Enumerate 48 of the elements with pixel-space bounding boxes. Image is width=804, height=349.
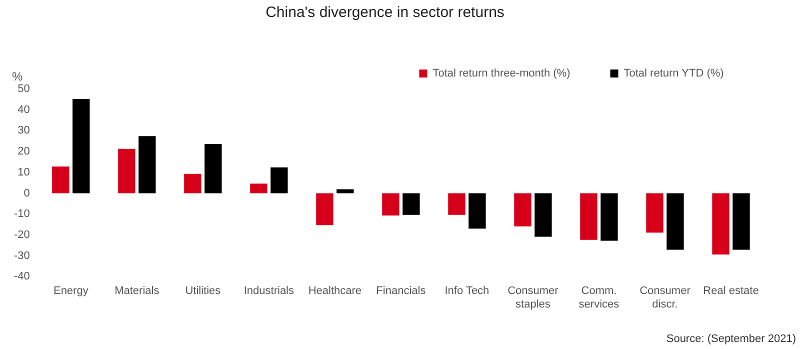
bar	[534, 193, 552, 237]
x-tick-label: Utilities	[185, 285, 222, 298]
bar	[646, 193, 664, 233]
x-tick-label: Real estate	[703, 285, 759, 298]
bar	[250, 184, 268, 194]
bar	[118, 148, 136, 194]
bar	[270, 167, 288, 194]
bar	[712, 193, 730, 255]
bar	[402, 193, 420, 215]
y-tick-label: 10	[18, 166, 30, 178]
x-tick-label: Comm. services	[578, 285, 620, 310]
bar	[666, 193, 684, 250]
x-tick-label: Industrials	[244, 285, 294, 298]
bar	[52, 166, 70, 194]
bar	[580, 193, 598, 240]
chart-title: China's divergence in sector returns	[266, 4, 504, 22]
x-tick-label: Energy	[53, 285, 89, 298]
bar	[600, 193, 618, 241]
bar	[382, 193, 400, 216]
x-tick-label: Consumer staples	[508, 285, 559, 310]
y-tick-label: 0	[24, 187, 30, 200]
y-axis-title: %	[12, 69, 23, 84]
x-tick-label: Healthcare	[308, 285, 362, 298]
x-tick-label: Financials	[376, 285, 426, 298]
bar	[468, 193, 486, 229]
bar	[336, 189, 354, 194]
bar	[732, 193, 750, 250]
y-tick-label: 30	[18, 124, 30, 137]
y-tick-label: -20	[14, 228, 30, 241]
bar	[184, 174, 202, 194]
bar	[138, 136, 156, 194]
y-tick-label: -40	[14, 270, 30, 283]
y-tick-label: -10	[14, 208, 30, 220]
x-tick-label: Materials	[114, 285, 160, 298]
bar	[204, 144, 222, 194]
source-note: Source: (September 2021)	[666, 333, 796, 345]
bar	[514, 193, 532, 226]
legend-label: Total return three-month (%)	[432, 68, 570, 80]
bar	[448, 193, 466, 215]
bar	[316, 193, 334, 226]
y-tick-label: 50	[18, 83, 30, 96]
x-tick-label: Info Tech	[444, 285, 490, 298]
y-tick-label: 20	[18, 146, 30, 158]
x-tick-label: Consumer discr.	[640, 285, 691, 310]
y-tick-label: 40	[18, 104, 30, 116]
legend-label: Total return YTD (%)	[624, 68, 724, 80]
bar	[72, 99, 90, 194]
y-tick-label: -30	[14, 250, 30, 262]
